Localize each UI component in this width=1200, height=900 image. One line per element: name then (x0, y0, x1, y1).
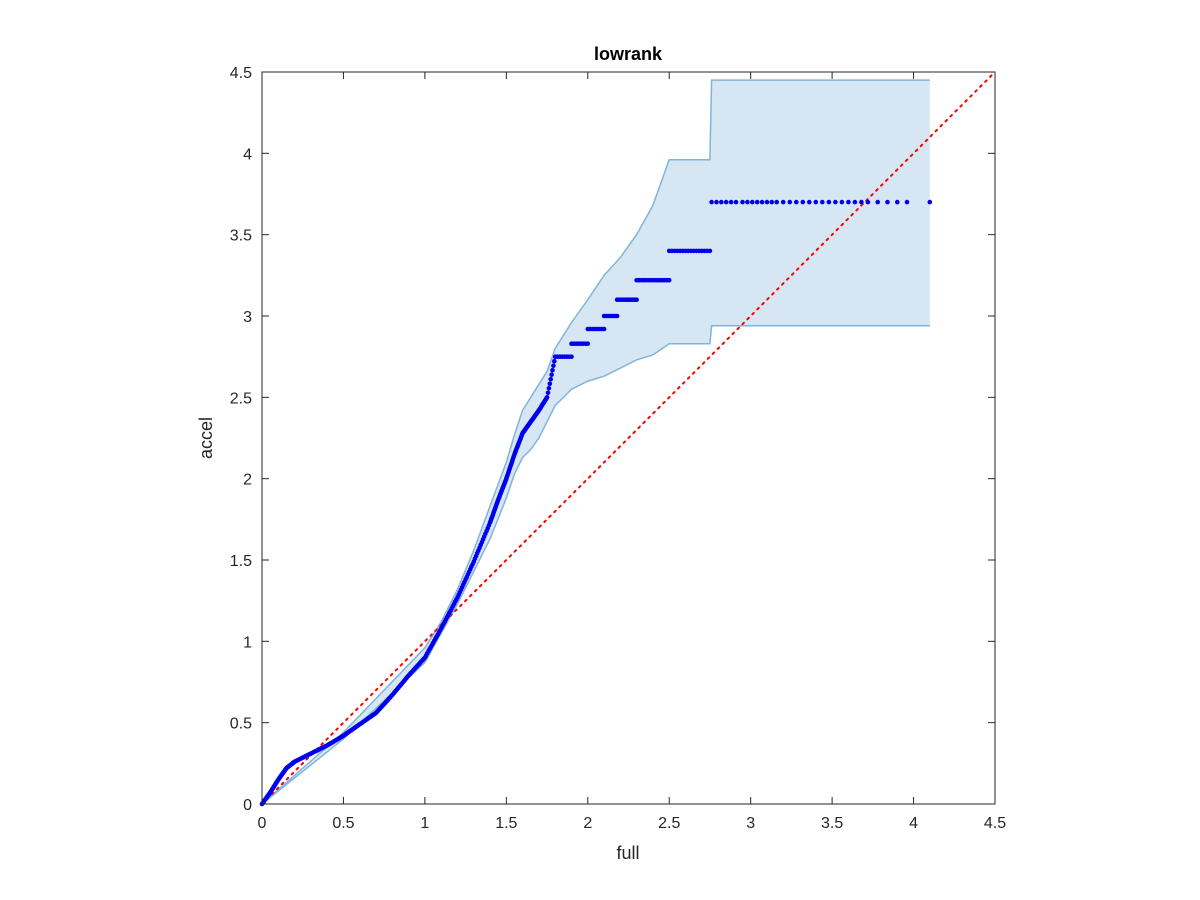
data-point (826, 199, 832, 205)
data-point (846, 199, 851, 205)
y-tick-label: 3 (243, 309, 252, 326)
data-point (601, 326, 607, 332)
y-tick-label: 3.5 (230, 228, 252, 245)
y-axis-label: accel (196, 417, 216, 459)
chart-title: lowrank (594, 44, 663, 64)
data-point (807, 199, 812, 205)
data-point (545, 390, 551, 396)
data-point (927, 199, 933, 205)
x-tick-label: 4 (909, 815, 918, 832)
data-point (714, 199, 719, 205)
data-point (759, 199, 765, 205)
data-point (875, 199, 880, 205)
x-axis-ticks: 0 0.5 1 1.5 2 2.5 3 3.5 4 4.5 (258, 72, 1006, 832)
data-point (569, 354, 574, 360)
y-tick-label: 1.5 (230, 553, 252, 570)
data-point (904, 199, 910, 205)
x-tick-label: 4.5 (984, 815, 1006, 832)
data-point (719, 199, 724, 205)
y-tick-label: 0 (243, 797, 252, 814)
x-tick-label: 2 (583, 815, 592, 832)
data-point (728, 199, 734, 205)
data-point (885, 199, 890, 205)
data-point (754, 199, 760, 205)
data-point (769, 199, 775, 205)
data-point (544, 395, 550, 400)
data-point (634, 297, 639, 303)
y-tick-label: 1 (243, 634, 252, 651)
data-point (820, 199, 825, 205)
reference-line (261, 71, 996, 805)
data-point (614, 313, 620, 319)
data-point (547, 381, 553, 387)
data-point (764, 199, 770, 205)
data-point (552, 358, 557, 364)
data-point (550, 367, 555, 373)
data-point (733, 199, 739, 205)
data-point (774, 199, 779, 205)
data-point (740, 199, 745, 205)
band-lower-edge (261, 325, 930, 805)
confidence-band-layer (261, 79, 930, 805)
data-point (839, 199, 845, 205)
y-axis-ticks: 0 0.5 1 1.5 2 2.5 3 3.5 4 4.5 (230, 65, 995, 814)
data-point (723, 199, 729, 205)
data-point (865, 199, 871, 205)
confidence-band-fill (262, 80, 930, 805)
data-point (546, 386, 552, 391)
data-points-layer (259, 199, 933, 807)
data-point (745, 199, 750, 205)
data-point (548, 377, 553, 382)
data-point (709, 199, 714, 205)
data-point (551, 363, 556, 369)
data-point (549, 372, 554, 378)
band-upper-edge (261, 79, 930, 805)
plot-frame (261, 71, 996, 805)
axes (261, 71, 996, 805)
data-point (666, 277, 672, 283)
data-point (707, 248, 713, 254)
data-point (794, 199, 799, 205)
x-tick-label: 3 (746, 815, 755, 832)
data-point (787, 199, 793, 205)
data-point (813, 199, 819, 205)
x-axis-label: full (616, 843, 639, 863)
data-point (780, 199, 786, 205)
x-tick-label: 0 (258, 815, 267, 832)
data-point (833, 199, 838, 205)
data-point (750, 199, 755, 205)
x-tick-label: 1.5 (495, 815, 517, 832)
x-tick-label: 1 (420, 815, 429, 832)
y-tick-label: 4 (243, 146, 252, 163)
data-point (800, 199, 806, 205)
data-point (585, 341, 591, 347)
x-tick-label: 2.5 (658, 815, 680, 832)
data-point (895, 199, 900, 205)
x-tick-label: 0.5 (332, 815, 354, 832)
x-tick-label: 3.5 (821, 815, 843, 832)
reference-line-layer (261, 71, 996, 805)
data-point (852, 199, 858, 205)
data-point (859, 199, 864, 205)
y-tick-label: 2.5 (230, 390, 252, 407)
y-tick-label: 4.5 (230, 65, 252, 82)
y-tick-label: 0.5 (230, 716, 252, 733)
y-tick-label: 2 (243, 472, 252, 489)
